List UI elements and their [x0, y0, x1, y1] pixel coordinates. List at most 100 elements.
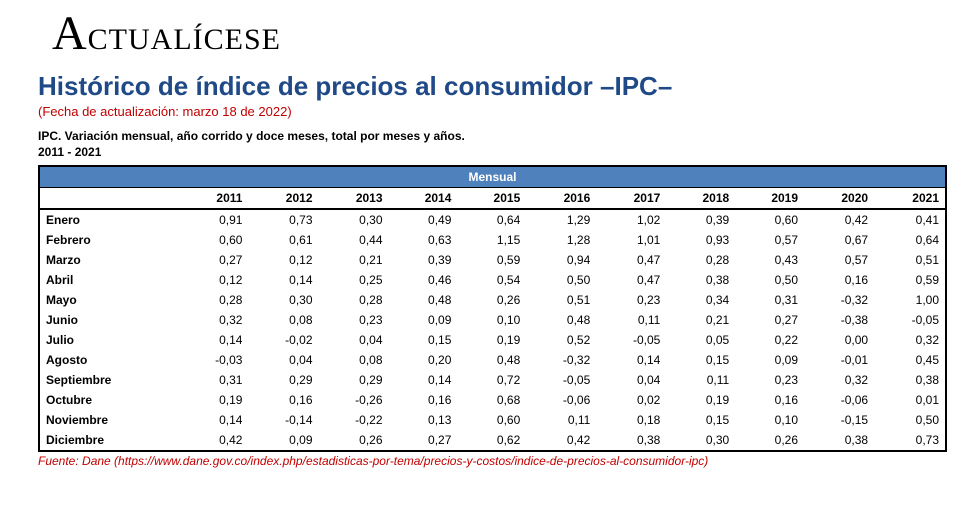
value-cell: 0,48 — [457, 350, 526, 370]
value-cell: 0,30 — [666, 430, 735, 451]
value-cell: 0,01 — [874, 390, 946, 410]
month-cell: Agosto — [39, 350, 178, 370]
value-cell: 0,50 — [735, 270, 804, 290]
value-cell: 0,23 — [735, 370, 804, 390]
value-cell: 0,41 — [874, 209, 946, 230]
value-cell: 0,30 — [319, 209, 389, 230]
value-cell: 1,29 — [526, 209, 596, 230]
year-col: 2019 — [735, 188, 804, 210]
value-cell: 0,54 — [457, 270, 526, 290]
update-date: (Fecha de actualización: marzo 18 de 202… — [38, 104, 947, 119]
value-cell: 0,15 — [666, 410, 735, 430]
value-cell: 0,61 — [248, 230, 318, 250]
table-row: Febrero0,600,610,440,631,151,281,010,930… — [39, 230, 946, 250]
table-row: Diciembre0,420,090,260,270,620,420,380,3… — [39, 430, 946, 451]
value-cell: 0,08 — [248, 310, 318, 330]
document-page: ACTUALÍCESE Histórico de índice de preci… — [0, 0, 965, 522]
value-cell: 0,23 — [319, 310, 389, 330]
value-cell: 0,28 — [319, 290, 389, 310]
value-cell: 0,11 — [666, 370, 735, 390]
month-cell: Octubre — [39, 390, 178, 410]
value-cell: 0,39 — [389, 250, 458, 270]
value-cell: 0,19 — [178, 390, 248, 410]
month-cell: Diciembre — [39, 430, 178, 451]
value-cell: 0,63 — [389, 230, 458, 250]
value-cell: 0,29 — [248, 370, 318, 390]
year-col: 2020 — [804, 188, 874, 210]
year-col: 2016 — [526, 188, 596, 210]
value-cell: 0,20 — [389, 350, 458, 370]
value-cell: 0,42 — [526, 430, 596, 451]
value-cell: 0,26 — [457, 290, 526, 310]
value-cell: 0,68 — [457, 390, 526, 410]
value-cell: 0,16 — [804, 270, 874, 290]
value-cell: 1,15 — [457, 230, 526, 250]
value-cell: 0,09 — [389, 310, 458, 330]
value-cell: 0,23 — [596, 290, 666, 310]
value-cell: 0,19 — [457, 330, 526, 350]
value-cell: 0,60 — [178, 230, 248, 250]
value-cell: 0,21 — [319, 250, 389, 270]
value-cell: 0,47 — [596, 270, 666, 290]
value-cell: 0,09 — [248, 430, 318, 451]
table-row: Julio0,14-0,020,040,150,190,52-0,050,050… — [39, 330, 946, 350]
value-cell: 0,10 — [457, 310, 526, 330]
ipc-table: Mensual 2011 2012 2013 2014 2015 2016 20… — [38, 165, 947, 452]
value-cell: 0,43 — [735, 250, 804, 270]
value-cell: 0,38 — [666, 270, 735, 290]
value-cell: 0,29 — [319, 370, 389, 390]
month-cell: Noviembre — [39, 410, 178, 430]
value-cell: -0,22 — [319, 410, 389, 430]
table-corner — [39, 188, 178, 210]
table-row: Octubre0,190,16-0,260,160,68-0,060,020,1… — [39, 390, 946, 410]
value-cell: 0,04 — [319, 330, 389, 350]
value-cell: 0,30 — [248, 290, 318, 310]
value-cell: 0,21 — [666, 310, 735, 330]
value-cell: -0,06 — [804, 390, 874, 410]
value-cell: 0,16 — [248, 390, 318, 410]
month-cell: Marzo — [39, 250, 178, 270]
table-row: Marzo0,270,120,210,390,590,940,470,280,4… — [39, 250, 946, 270]
value-cell: -0,14 — [248, 410, 318, 430]
month-cell: Junio — [39, 310, 178, 330]
month-cell: Julio — [39, 330, 178, 350]
value-cell: 0,04 — [596, 370, 666, 390]
subtitle: IPC. Variación mensual, año corrido y do… — [38, 129, 947, 143]
year-col: 2012 — [248, 188, 318, 210]
value-cell: 0,73 — [874, 430, 946, 451]
year-col: 2014 — [389, 188, 458, 210]
month-cell: Febrero — [39, 230, 178, 250]
value-cell: 0,39 — [666, 209, 735, 230]
year-col: 2013 — [319, 188, 389, 210]
value-cell: 1,00 — [874, 290, 946, 310]
value-cell: 0,67 — [804, 230, 874, 250]
value-cell: 0,28 — [666, 250, 735, 270]
value-cell: 0,60 — [735, 209, 804, 230]
table-group-header: Mensual — [39, 166, 946, 188]
month-cell: Septiembre — [39, 370, 178, 390]
brand-cap: A — [52, 7, 88, 60]
value-cell: 0,38 — [596, 430, 666, 451]
value-cell: 0,26 — [735, 430, 804, 451]
value-cell: 0,14 — [596, 350, 666, 370]
value-cell: 0,27 — [389, 430, 458, 451]
value-cell: 0,16 — [389, 390, 458, 410]
table-row: Noviembre0,14-0,14-0,220,130,600,110,180… — [39, 410, 946, 430]
value-cell: -0,01 — [804, 350, 874, 370]
value-cell: 0,38 — [804, 430, 874, 451]
value-cell: -0,05 — [874, 310, 946, 330]
value-cell: 0,13 — [389, 410, 458, 430]
table-row: Abril0,120,140,250,460,540,500,470,380,5… — [39, 270, 946, 290]
table-row: Septiembre0,310,290,290,140,72-0,050,040… — [39, 370, 946, 390]
month-cell: Abril — [39, 270, 178, 290]
brand-logo: ACTUALÍCESE — [52, 6, 947, 61]
value-cell: 0,16 — [735, 390, 804, 410]
value-cell: 0,42 — [178, 430, 248, 451]
table-years-row: 2011 2012 2013 2014 2015 2016 2017 2018 … — [39, 188, 946, 210]
value-cell: 0,05 — [666, 330, 735, 350]
value-cell: 0,64 — [457, 209, 526, 230]
value-cell: 1,28 — [526, 230, 596, 250]
value-cell: 0,02 — [596, 390, 666, 410]
value-cell: 1,02 — [596, 209, 666, 230]
value-cell: 0,27 — [178, 250, 248, 270]
